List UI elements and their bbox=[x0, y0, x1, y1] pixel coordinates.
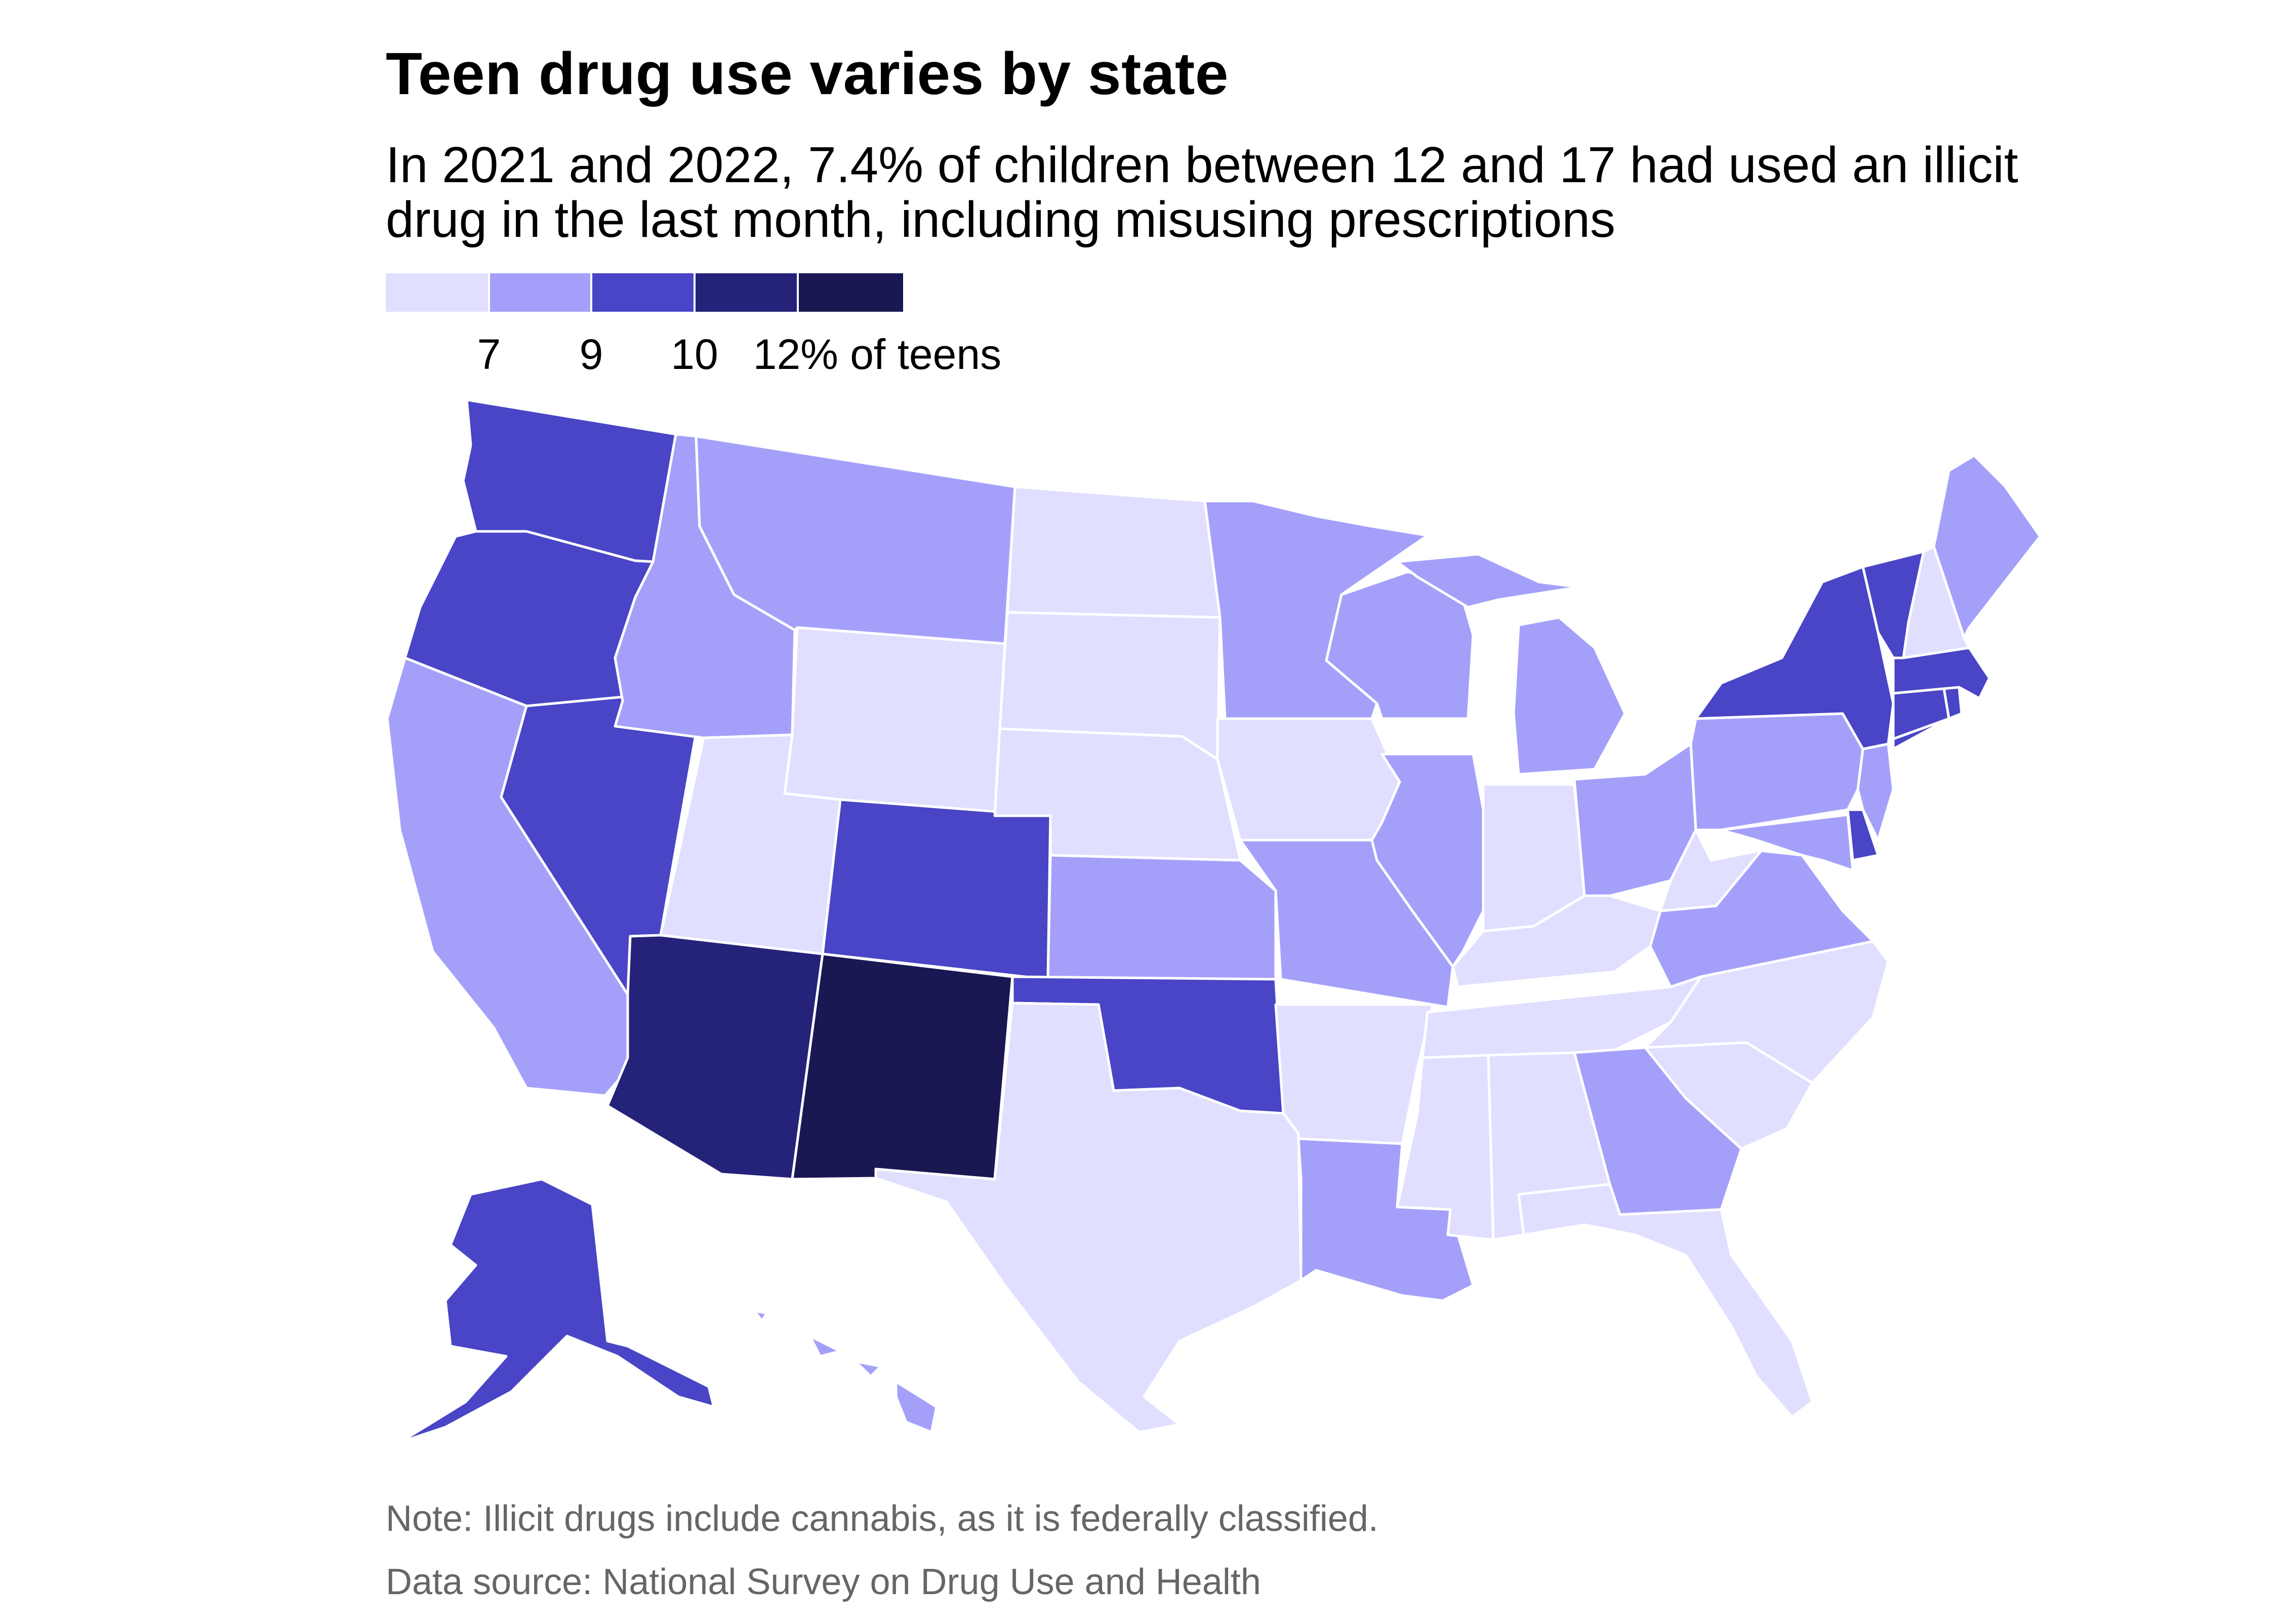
state-hawaii bbox=[753, 1309, 938, 1434]
legend-swatch-5 bbox=[799, 273, 903, 312]
state-kansas bbox=[1046, 854, 1277, 981]
legend-swatch-4 bbox=[696, 273, 797, 312]
legend-label-10: 10 bbox=[671, 330, 718, 378]
state-pennsylvania bbox=[1689, 712, 1864, 831]
state-iowa bbox=[1216, 717, 1401, 842]
state-north-dakota bbox=[1006, 485, 1222, 619]
state-arkansas bbox=[1274, 1003, 1434, 1145]
legend-swatch-1 bbox=[386, 273, 488, 312]
state-delaware bbox=[1846, 808, 1880, 862]
state-new-mexico bbox=[791, 952, 1014, 1181]
legend-label-12: 12% of teens bbox=[753, 330, 1002, 378]
legend-label-9: 9 bbox=[579, 330, 603, 378]
state-kentucky bbox=[1451, 894, 1662, 988]
state-alaska bbox=[398, 1178, 715, 1444]
state-texas bbox=[874, 1002, 1303, 1434]
state-maine bbox=[1932, 454, 2042, 639]
state-wyoming bbox=[783, 626, 1006, 817]
color-legend: 7 9 10 12% of teens bbox=[386, 273, 1094, 385]
chart-title: Teen drug use varies by state bbox=[386, 40, 1229, 107]
state-michigan bbox=[1396, 553, 1626, 776]
state-colorado bbox=[821, 798, 1052, 981]
state-louisiana bbox=[1297, 1137, 1475, 1302]
state-florida bbox=[1517, 1183, 1814, 1419]
legend-swatch-2 bbox=[490, 273, 590, 312]
footnote: Note: Illicit drugs include cannabis, as… bbox=[386, 1498, 1378, 1539]
data-source: Data source: National Survey on Drug Use… bbox=[386, 1562, 1261, 1602]
state-west-virginia bbox=[1659, 828, 1763, 912]
legend-label-7: 7 bbox=[477, 330, 501, 378]
chart-subtitle: In 2021 and 2022, 7.4% of children betwe… bbox=[386, 137, 2018, 248]
state-arizona bbox=[606, 934, 824, 1181]
legend-swatch-3 bbox=[592, 273, 694, 312]
state-illinois bbox=[1370, 753, 1485, 968]
